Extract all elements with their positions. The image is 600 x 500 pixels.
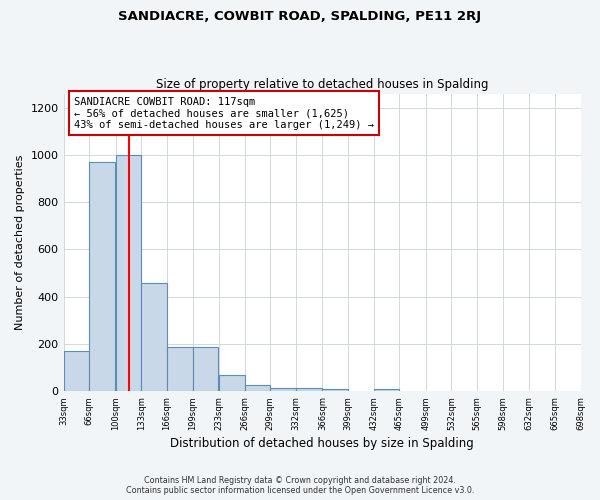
- Bar: [245, 386, 271, 391]
- Bar: [167, 348, 193, 391]
- Text: SANDIACRE, COWBIT ROAD, SPALDING, PE11 2RJ: SANDIACRE, COWBIT ROAD, SPALDING, PE11 2…: [118, 10, 482, 23]
- Bar: [271, 388, 296, 391]
- Bar: [141, 282, 167, 391]
- Bar: [89, 162, 115, 391]
- Title: Size of property relative to detached houses in Spalding: Size of property relative to detached ho…: [156, 78, 488, 91]
- X-axis label: Distribution of detached houses by size in Spalding: Distribution of detached houses by size …: [170, 437, 474, 450]
- Bar: [193, 348, 218, 391]
- Text: SANDIACRE COWBIT ROAD: 117sqm
← 56% of detached houses are smaller (1,625)
43% o: SANDIACRE COWBIT ROAD: 117sqm ← 56% of d…: [74, 96, 374, 130]
- Bar: [64, 351, 89, 391]
- Bar: [219, 374, 245, 391]
- Bar: [116, 155, 141, 391]
- Bar: [374, 389, 400, 391]
- Y-axis label: Number of detached properties: Number of detached properties: [15, 154, 25, 330]
- Text: Contains HM Land Registry data © Crown copyright and database right 2024.
Contai: Contains HM Land Registry data © Crown c…: [126, 476, 474, 495]
- Bar: [296, 388, 322, 391]
- Bar: [322, 389, 348, 391]
